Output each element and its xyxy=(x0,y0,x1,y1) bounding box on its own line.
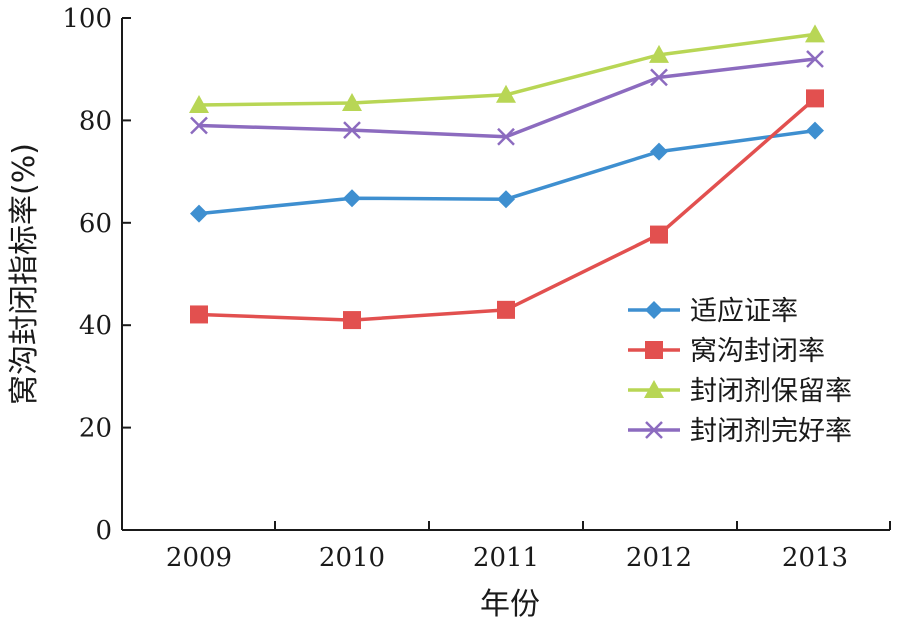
data-point-marker xyxy=(343,311,361,330)
data-point-marker xyxy=(190,305,208,324)
data-point-marker xyxy=(190,116,208,135)
data-point-marker xyxy=(190,204,208,223)
y-tick-label: 40 xyxy=(79,311,112,341)
data-point-marker xyxy=(497,190,515,209)
data-point-marker xyxy=(496,84,516,103)
data-point-marker xyxy=(189,95,209,114)
data-point-marker xyxy=(650,68,668,87)
legend-marker xyxy=(645,341,663,359)
legend-marker xyxy=(645,301,663,319)
data-point-marker xyxy=(805,24,825,43)
x-tick-label: 2010 xyxy=(319,543,385,573)
y-ticks: 0 20 40 60 80 100 xyxy=(62,4,131,546)
y-tick-label: 100 xyxy=(62,4,112,34)
x-tick-label: 2009 xyxy=(166,543,232,573)
data-point-marker xyxy=(806,121,824,140)
y-tick-label: 20 xyxy=(79,414,112,444)
data-point-marker xyxy=(342,92,362,111)
axes xyxy=(121,18,890,531)
data-point-marker xyxy=(650,142,668,161)
data-point-marker xyxy=(497,127,515,146)
legend-label: 封闭剂保留率 xyxy=(690,376,852,407)
series-line-1 xyxy=(198,97,817,322)
data-point-marker xyxy=(343,189,361,208)
y-axis-title: 窝沟封闭指标率(%) xyxy=(7,143,42,405)
data-point-marker xyxy=(806,89,824,108)
data-point-marker xyxy=(650,225,668,244)
legend-marker xyxy=(644,380,664,398)
data-point-marker xyxy=(649,44,669,63)
series-lines xyxy=(198,32,817,322)
x-tick-label: 2013 xyxy=(782,543,848,573)
x-tick-label: 2012 xyxy=(626,543,692,573)
y-tick-label: 80 xyxy=(79,106,112,136)
legend-label: 窝沟封闭率 xyxy=(690,336,825,367)
legend-marker xyxy=(645,421,663,439)
legend-label: 封闭剂完好率 xyxy=(690,416,852,447)
series-markers xyxy=(189,24,825,330)
x-ticks: 2009 2010 2011 2012 2013 xyxy=(166,521,891,573)
y-tick-label: 60 xyxy=(79,209,112,239)
x-axis-title: 年份 xyxy=(480,587,540,622)
y-tick-label: 0 xyxy=(95,516,112,546)
x-tick-label: 2011 xyxy=(473,543,539,573)
legend-label: 适应证率 xyxy=(690,296,798,327)
data-point-marker xyxy=(806,50,824,68)
data-point-marker xyxy=(343,121,361,140)
data-point-marker xyxy=(497,300,515,319)
